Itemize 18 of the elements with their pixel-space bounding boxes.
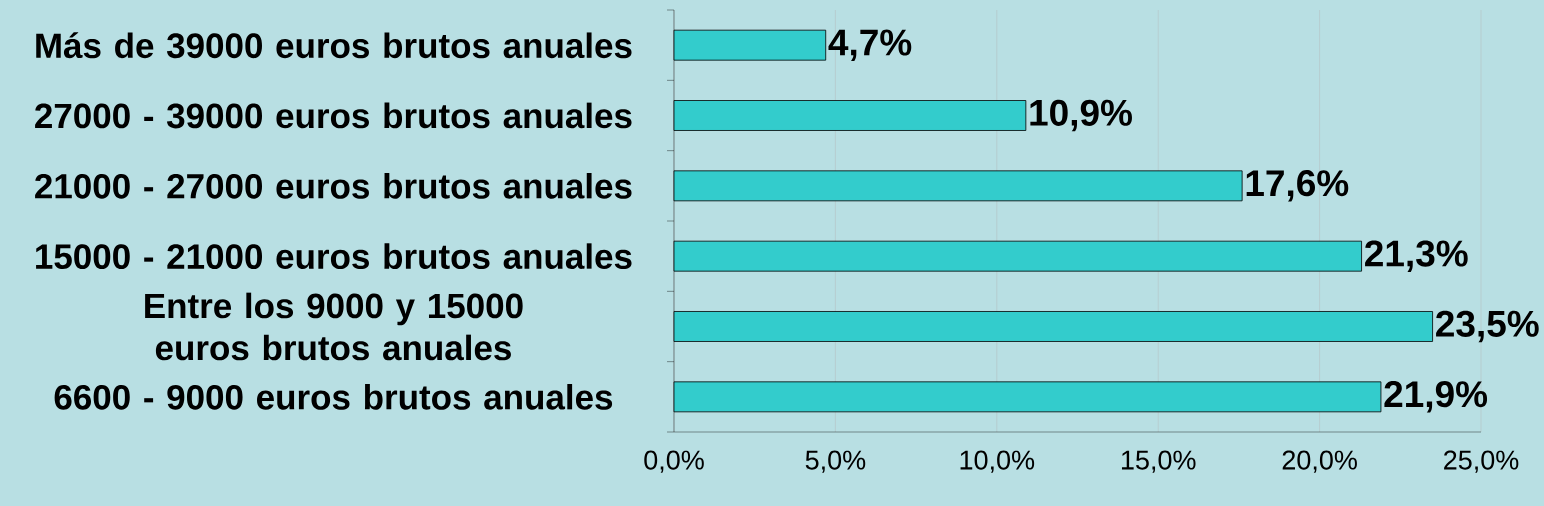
- data-label: 10,9%: [1030, 99, 1132, 132]
- x-tick-label: 10,0%: [960, 450, 1035, 473]
- y-tick-label: Más de 39000 euros brutos anuales: [36, 32, 632, 59]
- x-tick-label: 25,0%: [1444, 450, 1519, 473]
- data-label: 21,3%: [1365, 240, 1468, 272]
- x-tick-label: 0,0%: [644, 450, 704, 473]
- data-label: 21,9%: [1384, 381, 1488, 413]
- x-tick-label: 15,0%: [1121, 450, 1196, 473]
- y-tick-label: 6600 - 9000 euros brutos anuales: [54, 383, 613, 410]
- x-tick-label: 20,0%: [1282, 450, 1357, 473]
- y-tick-label: 15000 - 21000 euros brutos anuales: [36, 243, 632, 270]
- data-label: 4,7%: [828, 29, 912, 61]
- y-tick-label: 21000 - 27000 euros brutos anuales: [35, 172, 632, 199]
- x-tick-label: 5,0%: [805, 450, 866, 473]
- y-tick-label: Entre los 9000 y 15000 euros brutos anuales: [145, 292, 523, 361]
- data-label: 17,6%: [1246, 170, 1349, 202]
- y-tick-label: 27000 - 39000 euros brutos anuales: [35, 102, 632, 129]
- data-label: 23,5%: [1436, 310, 1539, 343]
